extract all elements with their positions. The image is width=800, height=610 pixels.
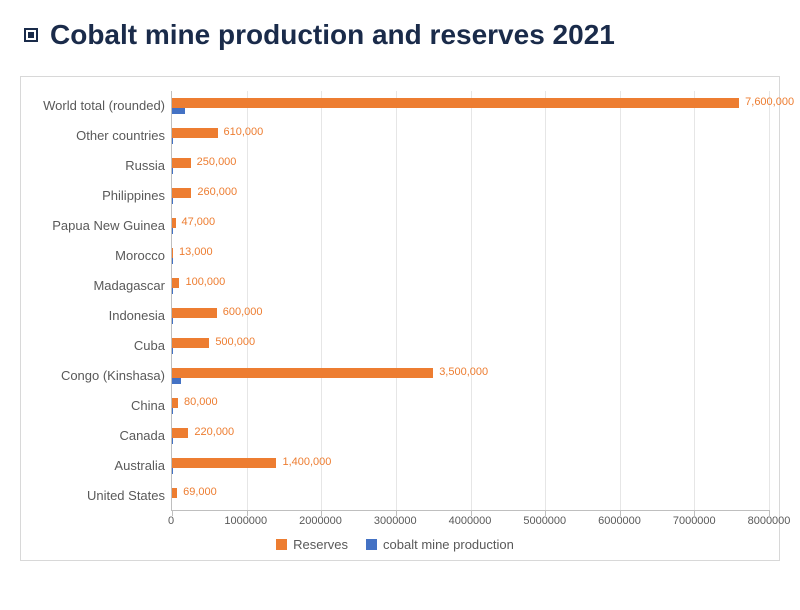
y-tick-label: Australia xyxy=(21,459,165,472)
y-tick-label: China xyxy=(21,399,165,412)
y-tick-label: United States xyxy=(21,489,165,502)
bar-value-label: 7,600,000 xyxy=(745,96,794,108)
bar-reserves xyxy=(172,368,433,378)
bar-reserves xyxy=(172,308,217,318)
bar-reserves xyxy=(172,428,188,438)
bar-reserves xyxy=(172,398,178,408)
bar-reserves xyxy=(172,218,176,228)
bar-value-label: 1,400,000 xyxy=(282,456,331,468)
bar-reserves xyxy=(172,338,209,348)
bar-value-label: 100,000 xyxy=(185,276,225,288)
bar-production xyxy=(172,168,173,174)
grid-line xyxy=(620,91,621,510)
title-bullet-icon xyxy=(24,28,38,42)
grid-line xyxy=(321,91,322,510)
y-tick-label: Congo (Kinshasa) xyxy=(21,369,165,382)
bar-production xyxy=(172,138,173,144)
bar-reserves xyxy=(172,488,177,498)
bar-value-label: 260,000 xyxy=(197,186,237,198)
y-tick-label: Russia xyxy=(21,159,165,172)
bar-reserves xyxy=(172,98,739,108)
bar-value-label: 3,500,000 xyxy=(439,366,488,378)
x-tick-label: 8000000 xyxy=(748,515,791,527)
bar-production xyxy=(172,378,181,384)
bar-value-label: 600,000 xyxy=(223,306,263,318)
y-tick-label: Indonesia xyxy=(21,309,165,322)
x-axis: 0 1000000 2000000 3000000 4000000 5000000 6000… xyxy=(171,511,769,533)
grid-line xyxy=(471,91,472,510)
legend: Reserves cobalt mine production xyxy=(21,537,769,552)
bar-reserves xyxy=(172,458,276,468)
bar-value-label: 610,000 xyxy=(224,126,264,138)
legend-label-production: cobalt mine production xyxy=(383,537,514,552)
bar-reserves xyxy=(172,188,191,198)
x-tick-label: 4000000 xyxy=(449,515,492,527)
x-tick-label: 0 xyxy=(168,515,174,527)
chart-container: World total (rounded) Other countries Russ… xyxy=(20,76,780,561)
legend-swatch-reserves xyxy=(276,539,287,550)
bar-value-label: 80,000 xyxy=(184,396,218,408)
grid-line xyxy=(694,91,695,510)
y-axis-labels: World total (rounded) Other countries Russ… xyxy=(21,91,171,511)
bar-value-label: 220,000 xyxy=(194,426,234,438)
y-tick-label: Canada xyxy=(21,429,165,442)
bar-reserves xyxy=(172,278,179,288)
grid-line xyxy=(545,91,546,510)
bar-reserves xyxy=(172,248,173,258)
bar-reserves xyxy=(172,128,218,138)
x-tick-label: 7000000 xyxy=(673,515,716,527)
legend-label-reserves: Reserves xyxy=(293,537,348,552)
grid-line xyxy=(247,91,248,510)
y-tick-label: Morocco xyxy=(21,249,165,262)
legend-item-reserves: Reserves xyxy=(276,537,348,552)
grid-line xyxy=(396,91,397,510)
x-tick-label: 3000000 xyxy=(374,515,417,527)
bar-value-label: 47,000 xyxy=(182,216,216,228)
x-tick-label: 5000000 xyxy=(523,515,566,527)
page-title: Cobalt mine production and reserves 2021 xyxy=(50,18,615,52)
bar-reserves xyxy=(172,158,191,168)
bar-value-label: 69,000 xyxy=(183,486,217,498)
bar-value-label: 13,000 xyxy=(179,246,213,258)
grid-line xyxy=(769,91,770,510)
bar-production xyxy=(172,108,185,114)
y-tick-label: Cuba xyxy=(21,339,165,352)
legend-swatch-production xyxy=(366,539,377,550)
legend-item-production: cobalt mine production xyxy=(366,537,514,552)
x-tick-label: 2000000 xyxy=(299,515,342,527)
y-tick-label: Madagascar xyxy=(21,279,165,292)
y-tick-label: Other countries xyxy=(21,129,165,142)
plot-area: 7,600,000610,000250,000260,00047,00013,0… xyxy=(171,91,769,511)
y-tick-label: Philippines xyxy=(21,189,165,202)
bar-value-label: 250,000 xyxy=(197,156,237,168)
bar-value-label: 500,000 xyxy=(215,336,255,348)
x-tick-label: 1000000 xyxy=(224,515,267,527)
x-tick-label: 6000000 xyxy=(598,515,641,527)
y-tick-label: World total (rounded) xyxy=(21,99,165,112)
y-tick-label: Papua New Guinea xyxy=(21,219,165,232)
